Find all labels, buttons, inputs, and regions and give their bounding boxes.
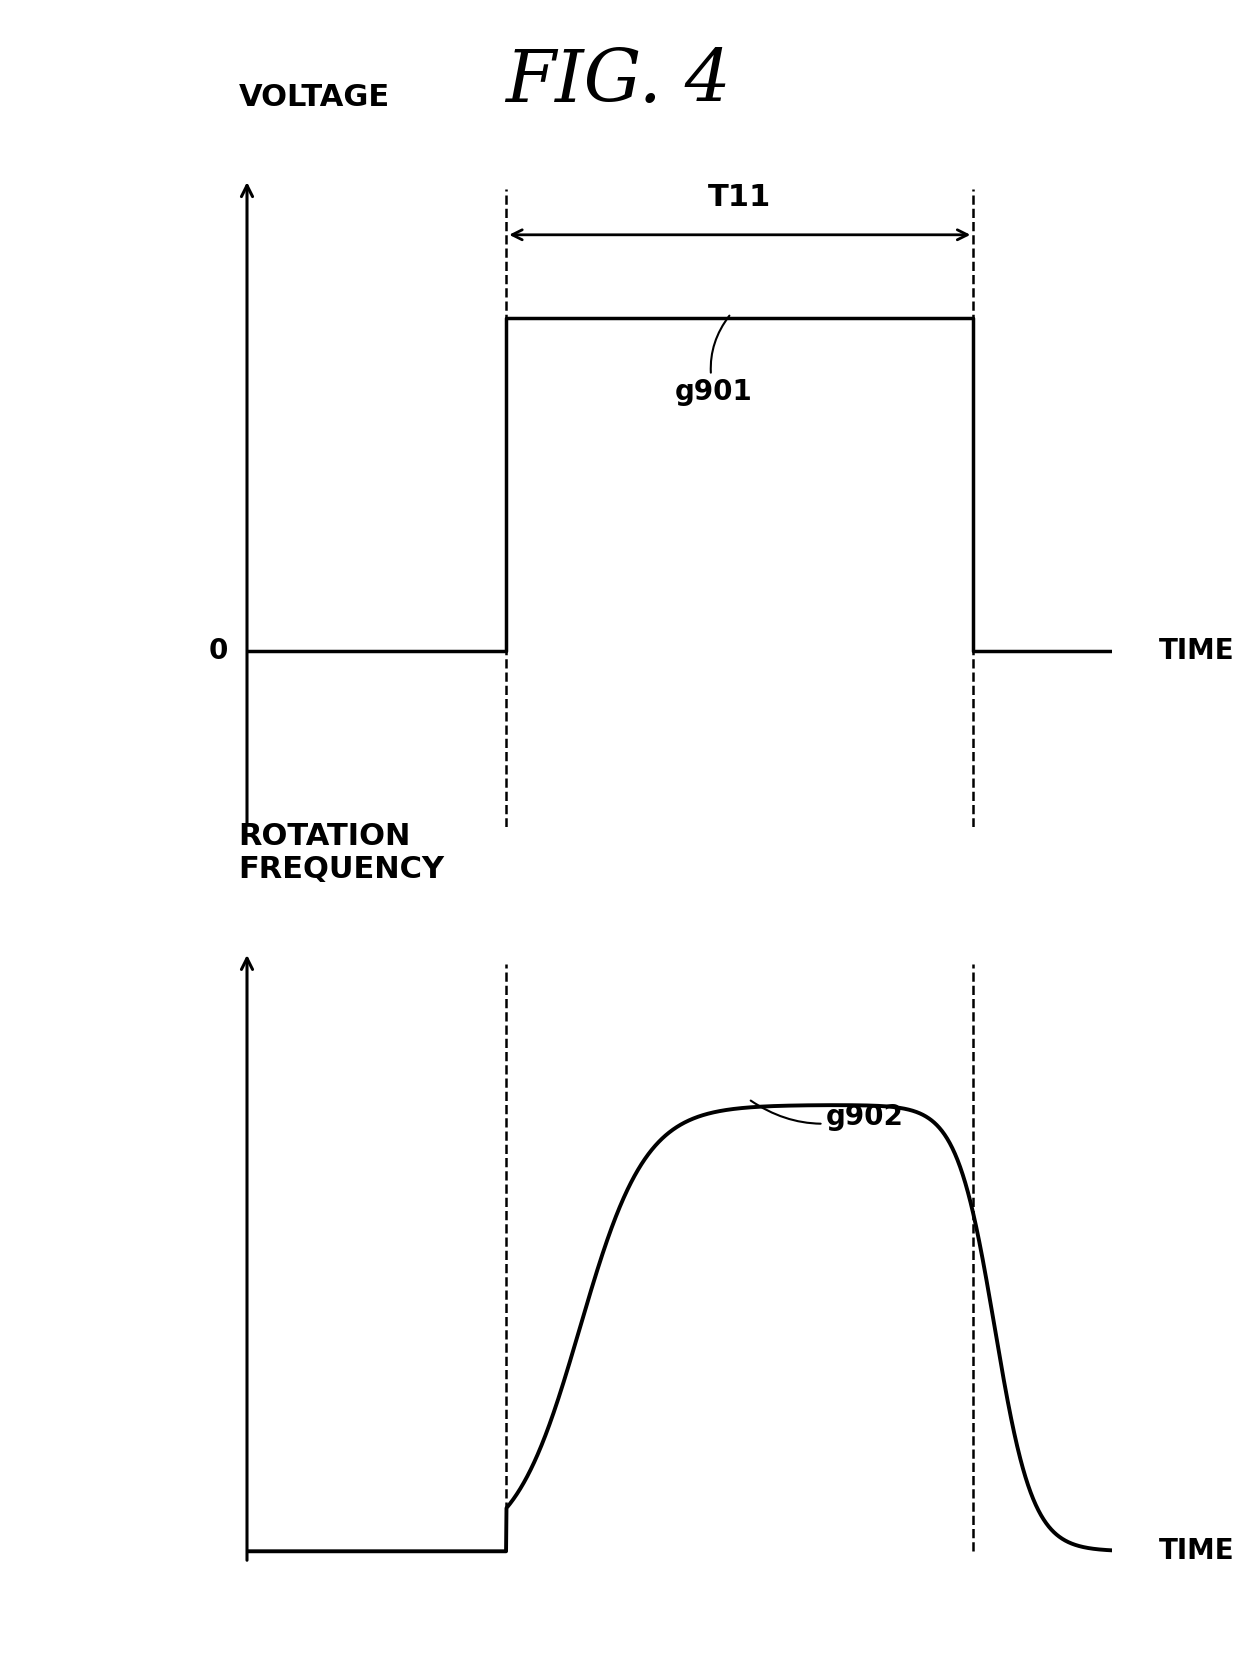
Text: g902: g902 (751, 1100, 904, 1131)
Text: VOLTAGE: VOLTAGE (238, 83, 389, 112)
Text: ROTATION
FREQUENCY: ROTATION FREQUENCY (238, 822, 445, 885)
Text: g901: g901 (676, 316, 752, 407)
Text: 0: 0 (209, 637, 228, 665)
Text: T11: T11 (708, 182, 772, 212)
Text: TIME: TIME (1158, 1537, 1235, 1565)
Text: FIG. 4: FIG. 4 (505, 46, 730, 117)
Text: TIME: TIME (1158, 637, 1235, 665)
